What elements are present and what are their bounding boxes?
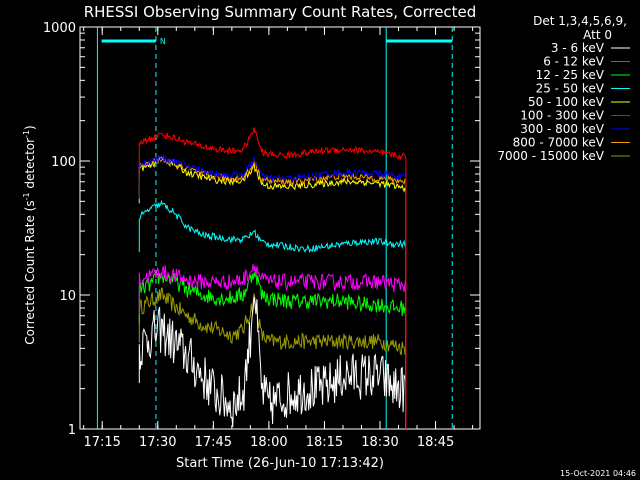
y-tick-label: 1 [68, 423, 76, 438]
x-tick-label: 17:45 [195, 435, 232, 450]
legend-label: 3 - 6 keV [551, 41, 605, 55]
legend-label: 25 - 50 keV [536, 82, 605, 96]
series-line-300to800keV [138, 153, 407, 429]
plot-date-stamp: 15-Oct-2021 04:46 [560, 469, 636, 478]
saa-label: N [160, 37, 166, 46]
y-tick-label: 100 [51, 155, 76, 170]
legend-label: 100 - 300 keV [520, 109, 604, 123]
legend-label: 800 - 7000 keV [513, 136, 605, 150]
legend-label: 6 - 12 keV [543, 55, 605, 69]
y-axis-label-sup1: -1 [22, 192, 31, 200]
x-tick-label: 17:30 [139, 435, 176, 450]
legend-label: 7000 - 15000 keV [497, 149, 604, 163]
series-line-100to300keV [138, 127, 407, 429]
series-line-12to25keV [138, 269, 407, 429]
x-tick-label: 18:30 [361, 435, 398, 450]
y-axis-label-close: ) [23, 125, 37, 130]
legend-label: 50 - 100 keV [528, 95, 605, 109]
plot-frame [79, 26, 481, 430]
detector-info: Det 1,3,4,5,6,9, [533, 14, 627, 28]
y-axis-label-main: Corrected Count Rate [23, 211, 37, 344]
x-axis-label: Start Time (26-Jun-10 17:13:42) [176, 456, 384, 471]
y-axis-label: Corrected Count Rate (s-1 detector-1) [22, 125, 37, 344]
y-axis-label-sup2: -1 [22, 130, 31, 138]
series-line-25to50keV [138, 199, 407, 429]
legend-label: 12 - 25 keV [536, 68, 605, 82]
attenuator-overlays: N [96, 27, 453, 429]
series-line-7000to15000keV [138, 287, 407, 429]
attenuator-info: Att 0 [583, 28, 612, 42]
series-layer [138, 127, 407, 429]
series-line-3to6keV [138, 296, 407, 429]
x-tick-label: 17:15 [83, 435, 120, 450]
x-tick-label: 18:45 [417, 435, 454, 450]
x-tick-label: 18:15 [306, 435, 343, 450]
chart-title: RHESSI Observing Summary Count Rates, Co… [84, 3, 477, 21]
legend-label: 300 - 800 keV [520, 122, 604, 136]
x-tick-label: 18:00 [250, 435, 287, 450]
y-tick-label: 10 [59, 289, 76, 304]
y-axis-label-unit1: (s [23, 200, 37, 211]
axes-layer: 17:15 17:30 17:45 18:00 18:15 18:30 18:45 1 10 10… [43, 21, 480, 450]
y-tick-label: 1000 [43, 21, 76, 36]
series-line-6to12keV [138, 264, 407, 429]
series-line-50to100keV [138, 155, 407, 429]
y-axis-label-unit2: detector [23, 138, 37, 193]
plot-border [79, 26, 481, 430]
